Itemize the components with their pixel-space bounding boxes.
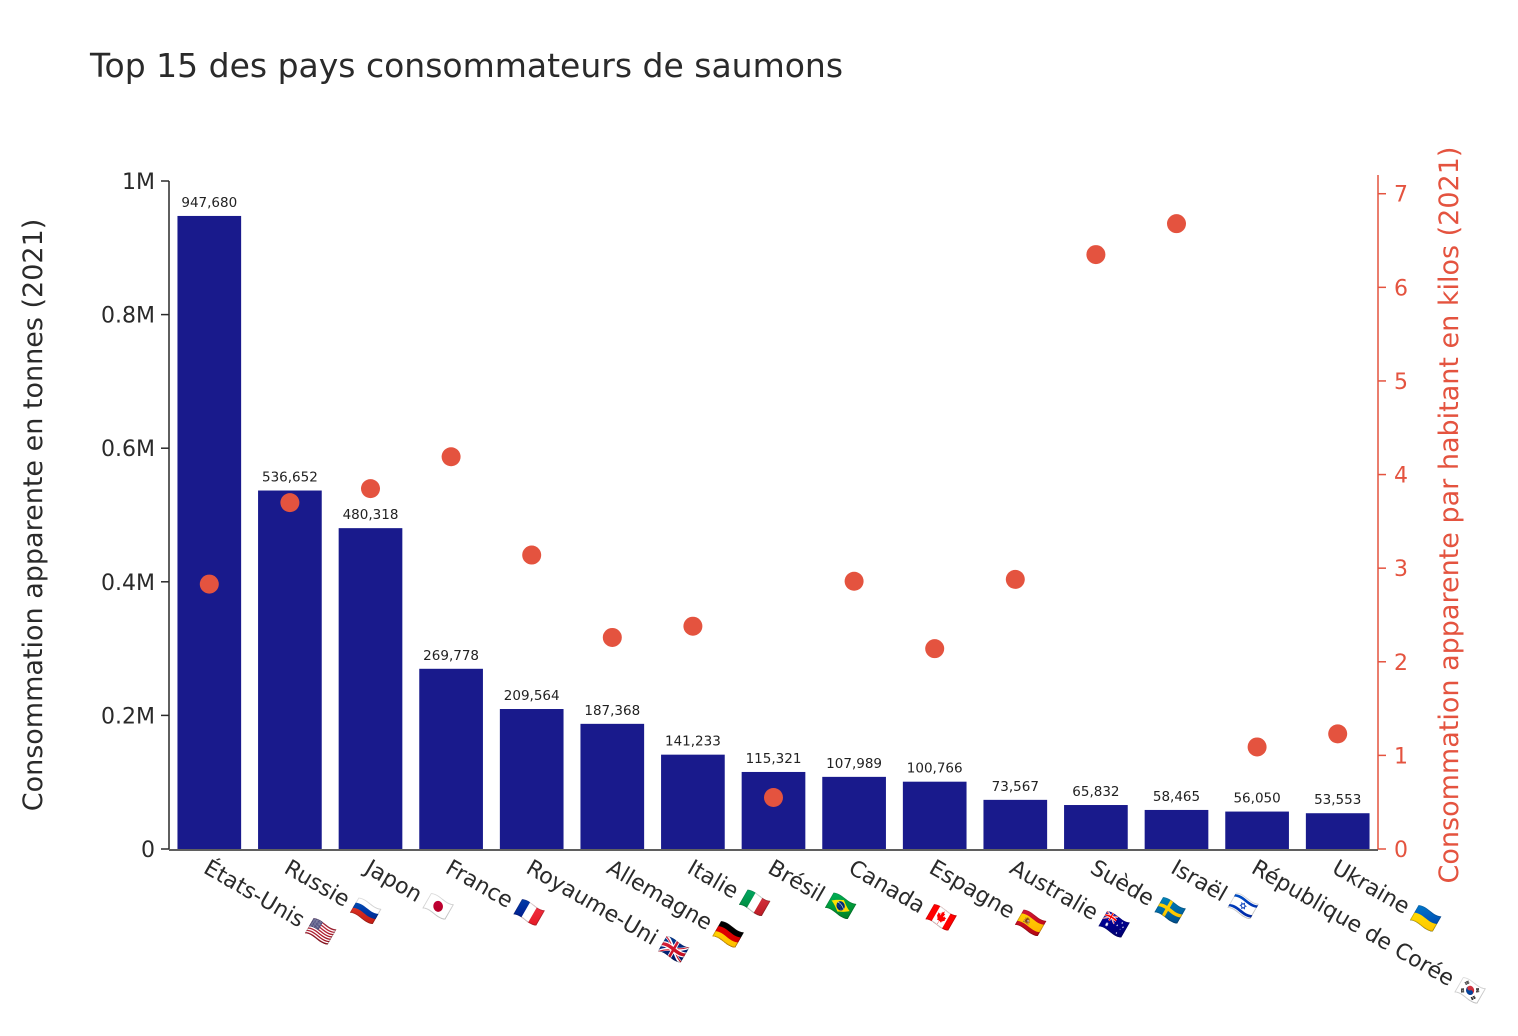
bar-data-label: 947,680 (181, 195, 237, 211)
y-tick-right-label: 4 (1394, 464, 1408, 489)
scatter-point (441, 447, 461, 467)
bar (338, 528, 403, 849)
bar (902, 781, 967, 849)
bar (1144, 809, 1209, 849)
x-tick-label: Brésil 🇧🇷 (764, 856, 859, 925)
bar-data-label: 269,778 (423, 648, 479, 664)
scatter-point (522, 545, 542, 565)
y-tick-right-label: 5 (1394, 370, 1408, 395)
bar-data-label: 209,564 (504, 688, 560, 704)
bar (499, 709, 564, 849)
scatter-point (925, 639, 945, 659)
y-tick-left-label: 0.4M (101, 571, 155, 596)
bar (1225, 811, 1289, 849)
y-tick-right-label: 0 (1394, 838, 1408, 863)
y-tick-left-label: 0.6M (101, 437, 155, 462)
bar-group (177, 215, 1370, 849)
y-tick-right-label: 7 (1394, 183, 1408, 208)
bar (419, 668, 483, 849)
bar (661, 754, 725, 849)
y-tick-left-label: 0 (141, 838, 155, 863)
y-tick-left-label: 0.2M (101, 704, 155, 729)
bar-data-label: 73,567 (992, 779, 1039, 795)
chart-title: Top 15 des pays consommateurs de saumons (89, 46, 843, 85)
scatter-group (199, 214, 1348, 808)
y-tick-right-label: 1 (1394, 744, 1408, 769)
y-tick-left-label: 0.8M (101, 304, 155, 329)
y-tick-right-label: 2 (1394, 651, 1408, 676)
bar (258, 490, 322, 849)
y-axis-left-label: Consommation apparente en tonnes (2021) (18, 219, 49, 812)
x-tick-label: États-Unis 🇺🇸 (199, 855, 338, 951)
scatter-point (361, 479, 380, 499)
scatter-point (199, 574, 219, 594)
bar (741, 771, 806, 849)
bar-data-label: 187,368 (584, 703, 640, 719)
bar (177, 215, 242, 849)
bar (580, 723, 645, 849)
scatter-point (280, 493, 300, 513)
scatter-point (1328, 724, 1348, 744)
bar-data-label: 56,050 (1233, 791, 1280, 807)
bar-data-label: 53,553 (1314, 792, 1361, 808)
scatter-point (602, 627, 622, 647)
bar-data-label: 107,989 (826, 756, 882, 772)
bar-data-label: 141,233 (665, 734, 721, 750)
bar-data-label: 65,832 (1072, 784, 1119, 800)
bar-data-label: 58,465 (1153, 789, 1200, 805)
scatter-point (764, 788, 783, 808)
bar-data-label: 100,766 (907, 761, 963, 777)
scatter-point (1086, 245, 1106, 265)
scatter-point (1247, 737, 1267, 757)
bar (1064, 805, 1128, 849)
bar (1305, 813, 1370, 849)
y-tick-left-label: 1M (122, 170, 155, 195)
scatter-point (844, 571, 864, 591)
scatter-point (683, 616, 703, 636)
bar-label-group: 947,680 536,652 480,318 269,778 209,564 187,3… (181, 195, 1361, 808)
scatter-point (1005, 569, 1025, 589)
y-tick-right-label: 6 (1394, 276, 1408, 301)
scatter-point (1167, 214, 1186, 234)
bar-data-label: 115,321 (746, 751, 802, 767)
y-axis-right-label: Consommation apparente par habitant en k… (1434, 147, 1465, 884)
y-tick-right-label: 3 (1394, 557, 1408, 582)
bar (822, 776, 886, 849)
bar-data-label: 536,652 (262, 470, 318, 486)
bar-data-label: 480,318 (343, 507, 399, 523)
bar (983, 799, 1048, 849)
